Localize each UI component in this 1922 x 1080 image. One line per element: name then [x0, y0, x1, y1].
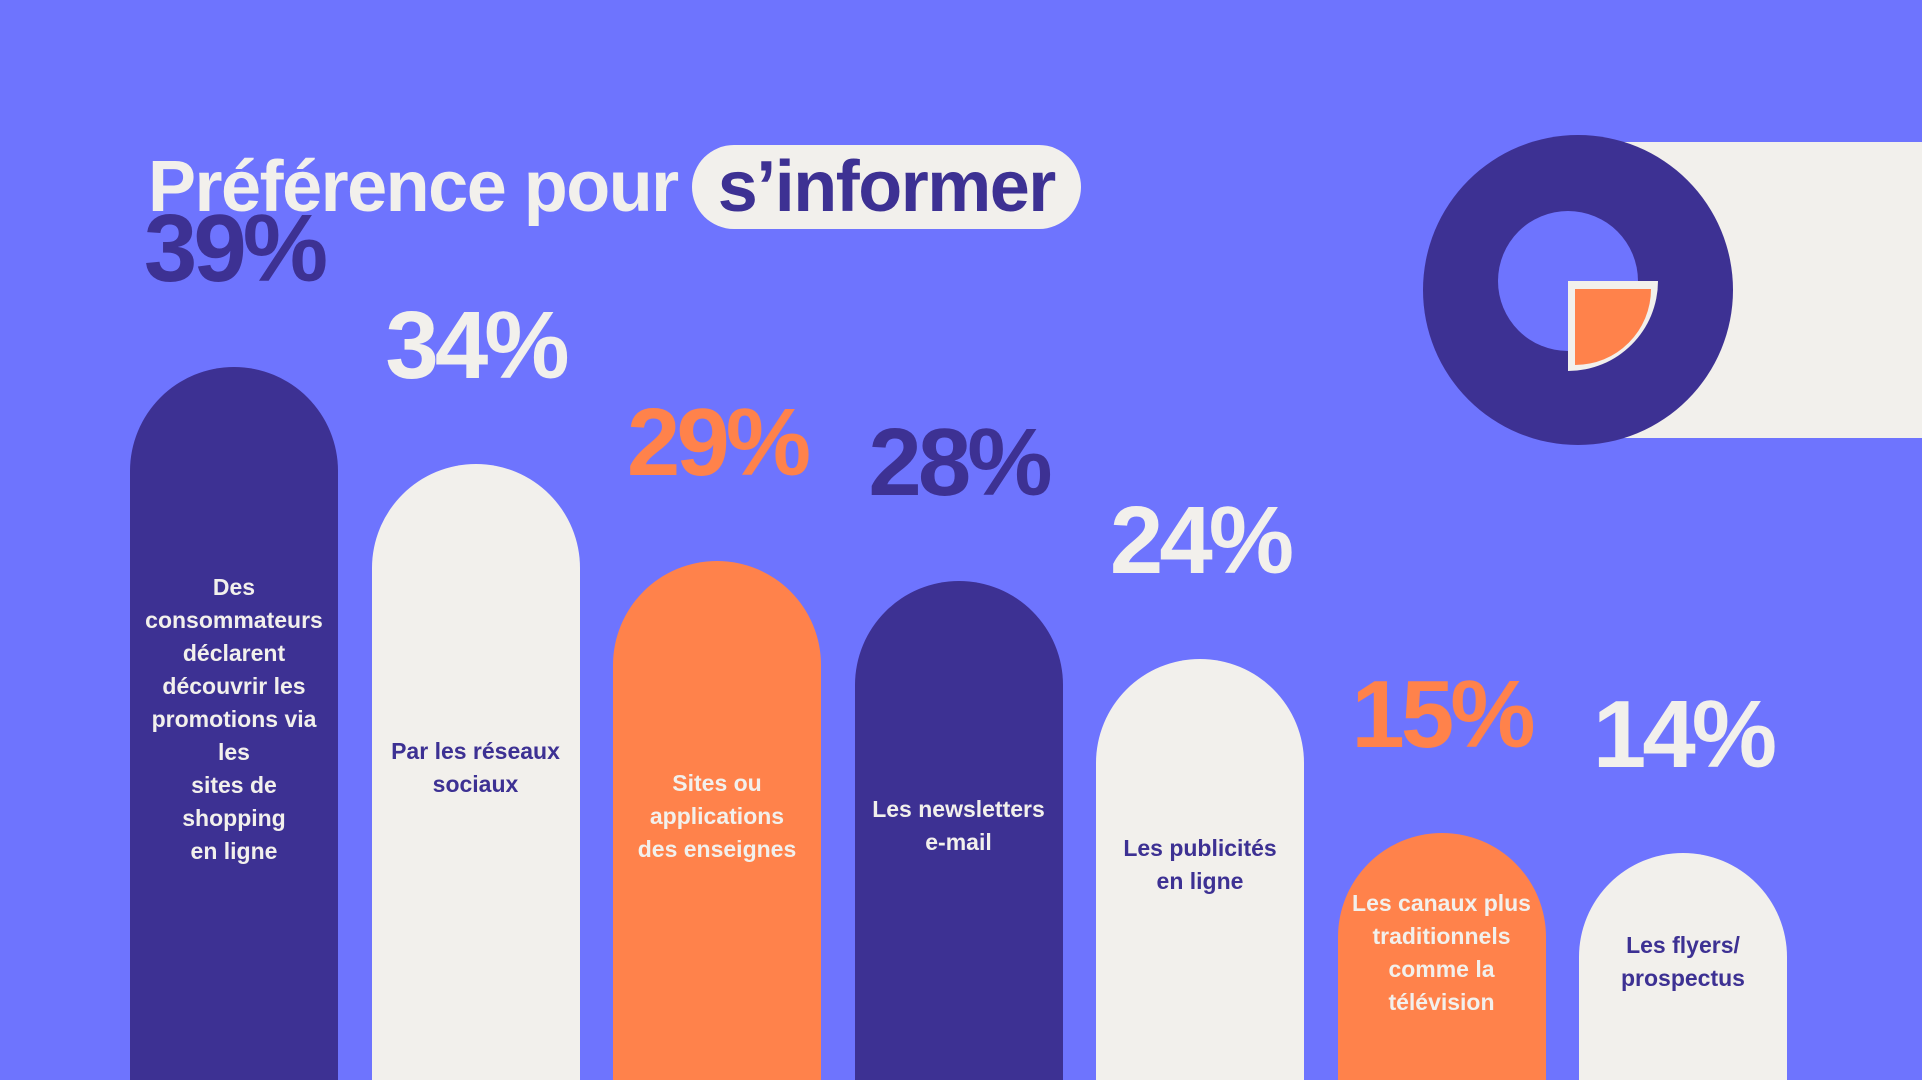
bar-2: Par les réseaux sociaux: [371, 464, 580, 1080]
bar-1: Des consommateurs déclarent découvrir les pr…: [130, 367, 338, 1080]
bar-5: Les publicités en ligne: [1096, 658, 1304, 1080]
bar-6: Les canaux plus traditionnels comme la télé…: [1337, 833, 1546, 1080]
bar-category-label: Les publicités en ligne: [1123, 835, 1277, 895]
bar-category-label: Sites ou applications des enseignes: [637, 770, 797, 863]
bar-value-label: 24%: [1109, 486, 1294, 594]
bar-category-label: Les newsletters e-mail: [872, 796, 1045, 856]
title-highlight-pill: s’informer: [691, 145, 1081, 229]
bar-value-label: 28%: [868, 408, 1052, 516]
bar-7: Les flyers/prospectus: [1579, 852, 1787, 1080]
bar-3: Sites ou applications des enseignes: [613, 561, 821, 1080]
bar-category-label: Des consommateurs déclarent découvrir les pr…: [145, 574, 323, 864]
page-title: Préférence pour s’informer: [148, 145, 1081, 229]
bar-value-label: 14%: [1592, 680, 1777, 788]
bar-category-label: Les canaux plus traditionnels comme la télé…: [1352, 889, 1531, 1015]
bar-value-label: 29%: [626, 389, 811, 497]
bar-category-label: Par les réseaux sociaux: [391, 738, 560, 798]
bar-value-label: 39%: [143, 195, 328, 302]
bar-4: Les newsletters e-mail: [854, 580, 1063, 1080]
bar-category-label: Les flyers/prospectus: [1621, 932, 1745, 992]
title-prefix: Préférence pour: [148, 147, 679, 227]
bar-value-label: 34%: [385, 292, 569, 400]
pie-slice: [1575, 289, 1651, 365]
bar-value-label: 15%: [1351, 661, 1535, 769]
